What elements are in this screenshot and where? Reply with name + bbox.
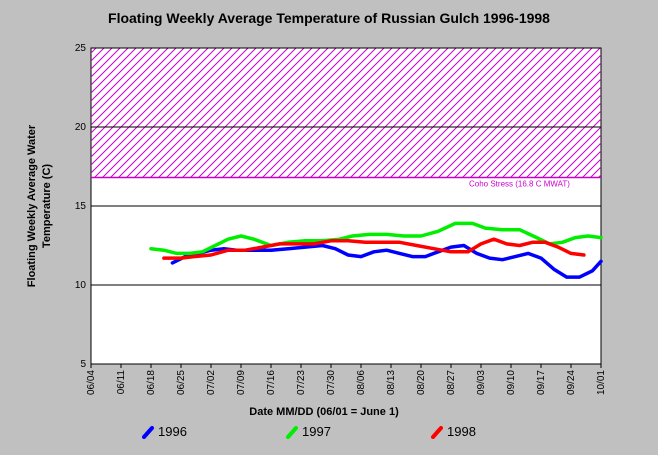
- x-tick-label: 07/09: [236, 370, 247, 395]
- legend-item-1996: 1996: [142, 424, 187, 439]
- x-tick-label: 08/20: [416, 370, 427, 395]
- x-tick-label: 09/03: [476, 370, 487, 395]
- x-tick-label: 10/01: [596, 370, 607, 395]
- x-tick-label: 06/25: [176, 370, 187, 395]
- x-tick-label: 07/02: [206, 370, 217, 395]
- axis-layer: 5 10 15 20 25 06/04 06/11 06/18 06/25 07/02 07/09 0…: [75, 43, 607, 395]
- series-line-1998: [162, 237, 586, 260]
- y-axis-title-line-2: Temperature (C): [41, 164, 53, 248]
- legend-label: 1996: [158, 424, 187, 439]
- y-tick-label: 20: [75, 122, 87, 133]
- x-tick-label: 07/16: [266, 370, 277, 395]
- x-tick-label: 06/04: [86, 370, 97, 395]
- y-axis-title-line-1: Floating Weekly Average Water: [26, 124, 38, 287]
- stress-band-layer: Coho Stress (16.8 C MWAT): [91, 48, 601, 189]
- legend-label: 1997: [302, 424, 331, 439]
- legend-swatch: [286, 425, 298, 439]
- series-layer: [149, 221, 603, 279]
- x-tick-label: 06/11: [116, 370, 127, 395]
- x-tick-label: 07/23: [296, 370, 307, 395]
- legend-item-1997: 1997: [286, 424, 331, 439]
- x-tick-label: 08/27: [446, 370, 457, 395]
- legend-swatch: [142, 425, 154, 439]
- stress-band-fill: [91, 48, 601, 178]
- x-tick-label: 07/30: [326, 370, 337, 395]
- legend-label: 1998: [447, 424, 476, 439]
- y-tick-label: 10: [75, 280, 87, 291]
- chart-title: Floating Weekly Average Temperature of R…: [108, 10, 550, 26]
- legend: 1996 1997 1998: [0, 424, 658, 444]
- stress-band-label: Coho Stress (16.8 C MWAT): [469, 180, 570, 189]
- x-tick-label: 09/10: [506, 370, 517, 395]
- series-line-1997: [149, 221, 603, 256]
- y-tick-label: 25: [75, 43, 87, 54]
- x-tick-label: 08/06: [356, 370, 367, 395]
- x-tick-label: 09/17: [536, 370, 547, 395]
- x-tick-label: 09/24: [566, 370, 577, 395]
- legend-item-1998: 1998: [431, 424, 476, 439]
- x-tick-label: 08/13: [386, 370, 397, 395]
- grid-layer: [91, 47, 601, 365]
- x-axis-title: Date MM/DD (06/01 = June 1): [249, 406, 399, 418]
- x-tick-label: 06/18: [146, 370, 157, 395]
- y-tick-label: 15: [75, 201, 87, 212]
- legend-swatch: [431, 425, 443, 439]
- y-tick-label: 5: [80, 359, 86, 370]
